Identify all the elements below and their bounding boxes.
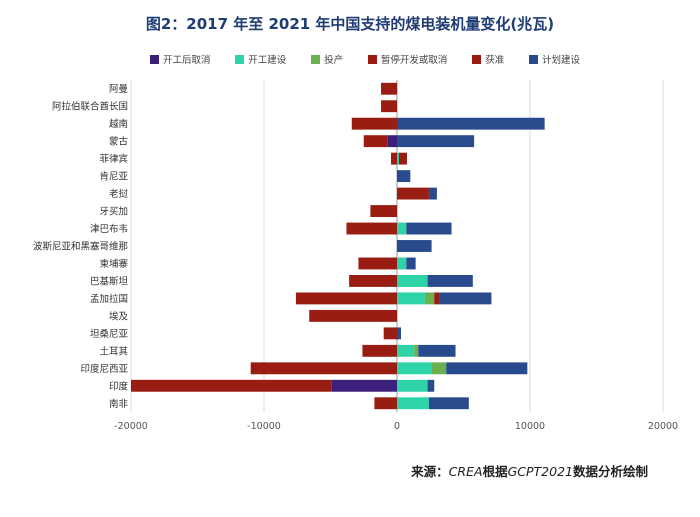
chart-title: 图2：2017 年至 2021 年中国支持的煤电装机量变化(兆瓦) <box>145 15 555 33</box>
category-label: 阿曼 <box>109 84 129 95</box>
bar-segment <box>397 222 407 235</box>
legend-item: 开工建设 <box>235 52 286 66</box>
source-prefix: 来源： <box>411 464 449 479</box>
category-label: 菲律宾 <box>99 153 128 165</box>
category-label: 印度尼西亚 <box>80 363 128 375</box>
bar-segment <box>383 327 397 340</box>
category-label: 老挝 <box>109 188 129 200</box>
bar-segment <box>397 187 429 200</box>
bar-segment <box>358 257 397 270</box>
legend-item: 暂停开发或取消 <box>367 52 448 66</box>
category-label: 南非 <box>109 398 129 410</box>
bar-segment <box>397 257 407 270</box>
legend-swatch <box>472 54 482 64</box>
legend-item: 获准 <box>472 52 504 66</box>
bar-segment <box>406 257 416 270</box>
bar-segment <box>250 362 397 375</box>
bar-segment <box>370 205 397 217</box>
source-note: 来源：CREA根据GCPT2021数据分析绘制 <box>411 461 648 480</box>
bar-segment <box>374 397 397 410</box>
legend-label: 计划建设 <box>541 55 580 66</box>
bar-segment <box>428 187 437 200</box>
bar-segment <box>397 152 399 165</box>
bar-segment <box>362 344 397 357</box>
bar-segment <box>363 135 388 148</box>
category-label: 肯尼亚 <box>99 171 128 183</box>
bar-segment <box>397 379 428 392</box>
bar-segment <box>391 152 397 165</box>
bar-segment <box>397 344 415 357</box>
category-label: 津巴布韦 <box>90 223 128 235</box>
bar-segment <box>446 362 528 375</box>
category-label: 印度 <box>109 380 129 392</box>
source-org: CREA <box>448 464 483 479</box>
legend-item: 投产 <box>311 52 343 66</box>
category-label: 巴基斯坦 <box>90 275 129 287</box>
bar-segment <box>397 397 429 410</box>
legend-swatch <box>235 54 245 64</box>
category-label: 孟加拉国 <box>90 293 128 305</box>
bar-segment <box>397 292 425 305</box>
legend-swatch <box>150 54 159 64</box>
chart-legend: 开工后取消 开工建设 投产 暂停开发或取消 获准 计划建设 <box>150 52 580 66</box>
bar-segment <box>398 152 407 165</box>
bar-segment <box>397 327 401 340</box>
legend-label: 开工建设 <box>248 55 287 66</box>
bar-segment <box>349 275 397 287</box>
bar-segment <box>431 362 447 375</box>
bar-segment <box>346 222 397 235</box>
category-label: 柬埔寨 <box>99 258 128 270</box>
bar-segment <box>427 379 435 392</box>
source-middle: 根据 <box>482 464 508 479</box>
bar-segment <box>414 344 419 357</box>
bar-segment <box>397 362 432 375</box>
bar-segment <box>131 379 332 392</box>
x-tick-label: -10000 <box>247 421 281 432</box>
source-suffix: 数据分析绘制 <box>572 464 648 479</box>
bar-segment <box>387 135 397 148</box>
bar-segment <box>406 222 452 235</box>
x-tick-label: 20000 <box>648 421 678 432</box>
category-label: 阿拉伯联合酋长国 <box>52 101 128 113</box>
category-label: 越南 <box>109 118 128 130</box>
category-label: 埃及 <box>109 310 129 322</box>
x-tick-label: -20000 <box>114 421 148 432</box>
bar-segment <box>397 135 475 148</box>
bar-segment <box>397 170 411 183</box>
x-tick-label: 10000 <box>515 421 545 432</box>
bar-segment <box>309 309 397 322</box>
bar-segment <box>397 275 428 287</box>
bar-segment <box>381 100 397 113</box>
legend-item: 计划建设 <box>528 52 580 66</box>
legend-label: 开工后取消 <box>163 55 211 66</box>
legend-swatch <box>528 54 538 64</box>
legend-label: 投产 <box>324 55 344 66</box>
bar-segment <box>381 82 397 95</box>
legend-swatch <box>367 54 377 64</box>
bar-segment <box>427 275 473 287</box>
bar-segment <box>295 292 397 305</box>
category-label: 牙买加 <box>99 207 128 218</box>
bar-segment <box>397 240 432 252</box>
bar-segment <box>424 292 435 305</box>
legend-label: 暂停开发或取消 <box>380 55 448 66</box>
bar-segment <box>428 397 469 410</box>
legend-swatch <box>311 54 321 64</box>
category-label: 坦桑尼亚 <box>90 329 129 340</box>
legend-label: 获准 <box>485 55 505 66</box>
x-tick-label: 0 <box>394 421 400 432</box>
category-label: 波斯尼亚和黑塞哥维那 <box>33 241 129 253</box>
source-dataset: GCPT2021 <box>507 464 573 479</box>
bar-segment <box>397 117 545 130</box>
bar-segment <box>439 292 492 305</box>
bar-segment <box>331 379 397 392</box>
category-label: 蒙古 <box>109 136 129 148</box>
bar-segment <box>351 117 397 130</box>
legend-item: 开工后取消 <box>150 52 211 66</box>
bar-segment <box>418 344 456 357</box>
category-label: 土耳其 <box>99 345 128 357</box>
bar-segment <box>434 292 440 305</box>
